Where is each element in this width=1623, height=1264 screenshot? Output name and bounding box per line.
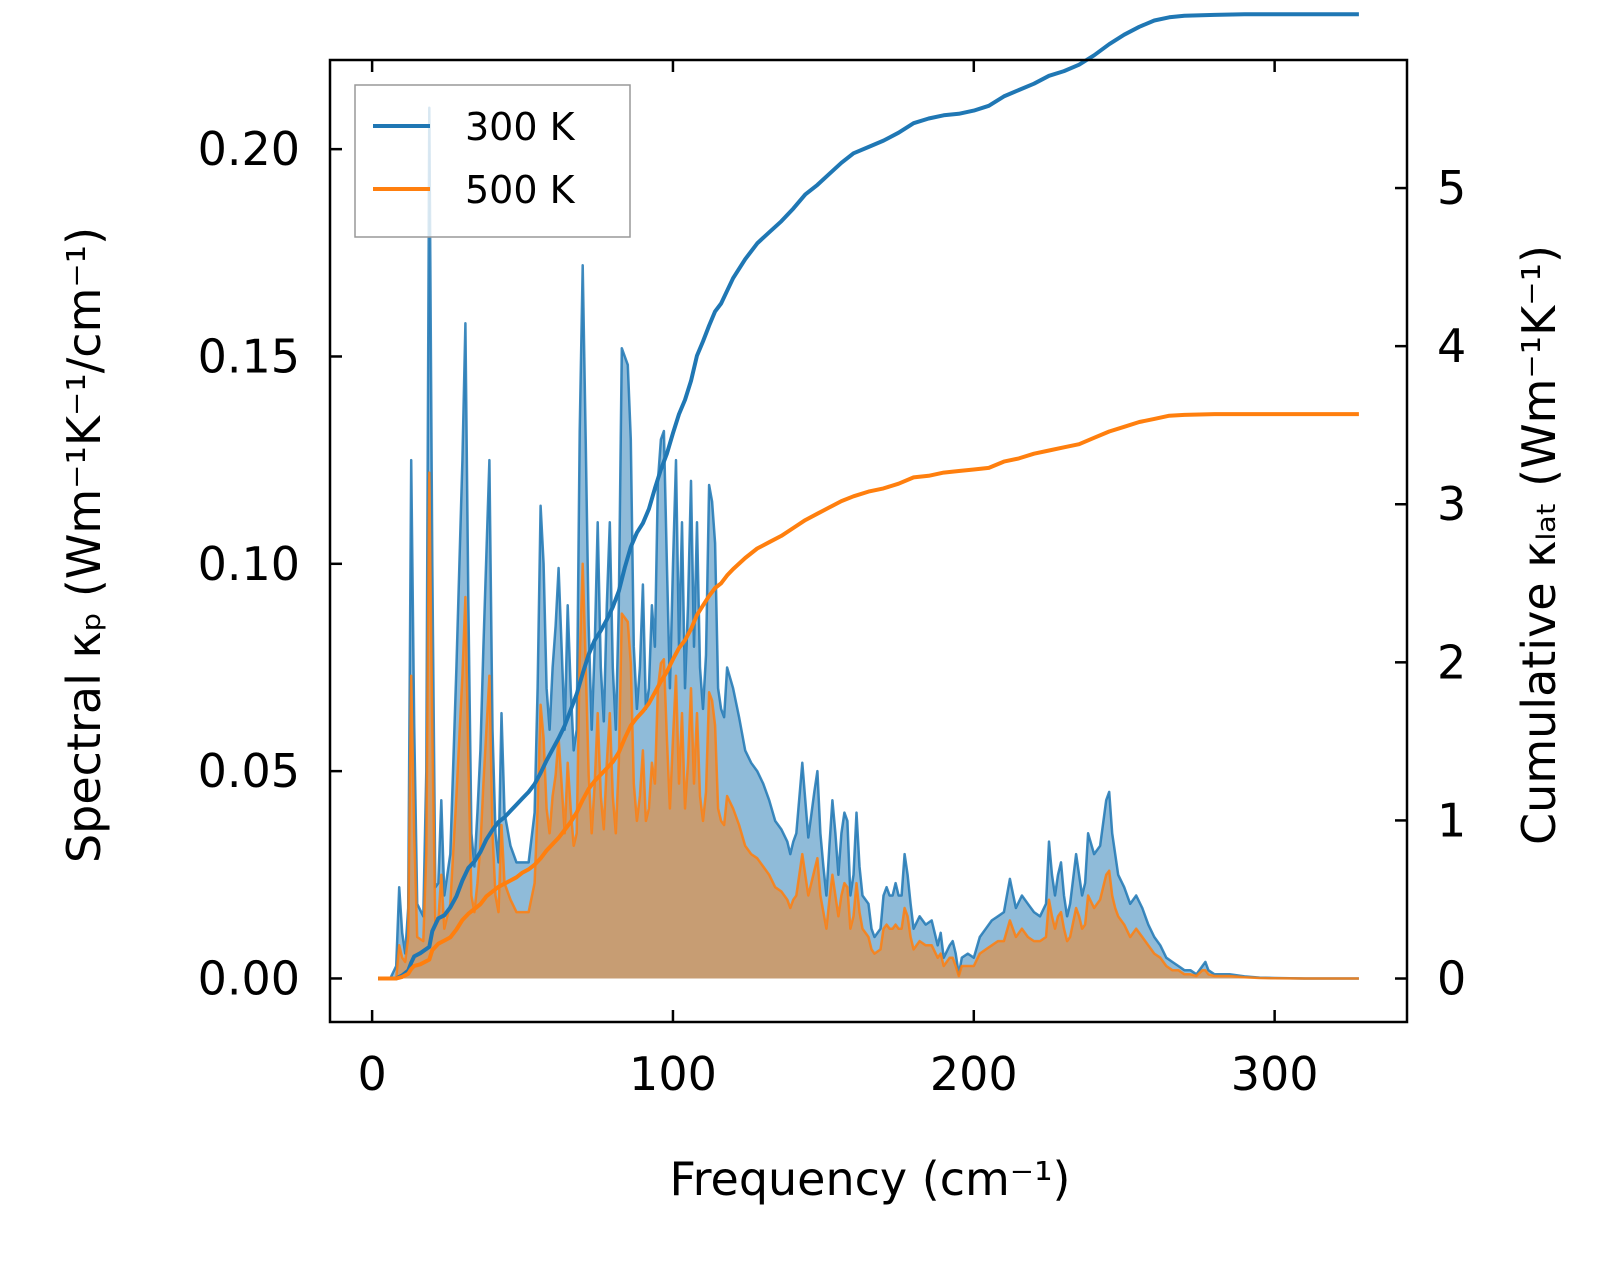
y-axis-right-title: Cumulative κₗₐₜ (Wm⁻¹K⁻¹) <box>1512 245 1566 845</box>
line-layer <box>378 12 1359 981</box>
cumulative-line-500k <box>378 412 1359 981</box>
spectral-line-500k <box>378 471 1359 980</box>
y-axis-left: 0.00 0.05 0.10 0.15 0.20 <box>198 122 342 1005</box>
x-tick-label: 0 <box>357 1047 386 1101</box>
legend-label-300k: 300 K <box>465 105 576 149</box>
legend-label-500k: 500 K <box>465 168 576 212</box>
y-left-tick-label: 0.15 <box>198 329 300 383</box>
y-right-tick-label: 2 <box>1437 635 1466 689</box>
spectral-line-300k <box>378 106 1359 980</box>
y-axis-left-title: Spectral κₚ (Wm⁻¹K⁻¹/cm⁻¹) <box>57 227 111 863</box>
y-axis-right: 0 1 2 3 4 5 <box>1395 161 1466 1006</box>
y-right-tick-label: 3 <box>1437 477 1466 531</box>
y-left-tick-label: 0.20 <box>198 122 300 176</box>
legend-box <box>354 84 631 238</box>
y-left-tick-label: 0.10 <box>198 537 300 591</box>
spectral-fill-500k <box>378 472 1359 979</box>
x-tick-label: 100 <box>629 1047 717 1101</box>
x-axis-title: Frequency (cm⁻¹) <box>670 1152 1071 1206</box>
legend: 300 K 500 K <box>354 84 631 238</box>
x-tick-label: 200 <box>930 1047 1018 1101</box>
spectral-fill-layer <box>378 106 1359 980</box>
y-right-tick-label: 4 <box>1437 319 1466 373</box>
y-right-tick-label: 5 <box>1437 161 1466 215</box>
axes-frame <box>328 58 1409 1024</box>
y-left-tick-label: 0.00 <box>198 951 300 1005</box>
y-right-tick-label: 0 <box>1437 952 1466 1006</box>
x-axis: 0 100 200 300 <box>357 60 1319 1101</box>
y-right-tick-label: 1 <box>1437 793 1466 847</box>
x-tick-label: 300 <box>1231 1047 1319 1101</box>
y-left-tick-label: 0.05 <box>198 744 300 798</box>
cumulative-line-300k <box>378 12 1359 981</box>
